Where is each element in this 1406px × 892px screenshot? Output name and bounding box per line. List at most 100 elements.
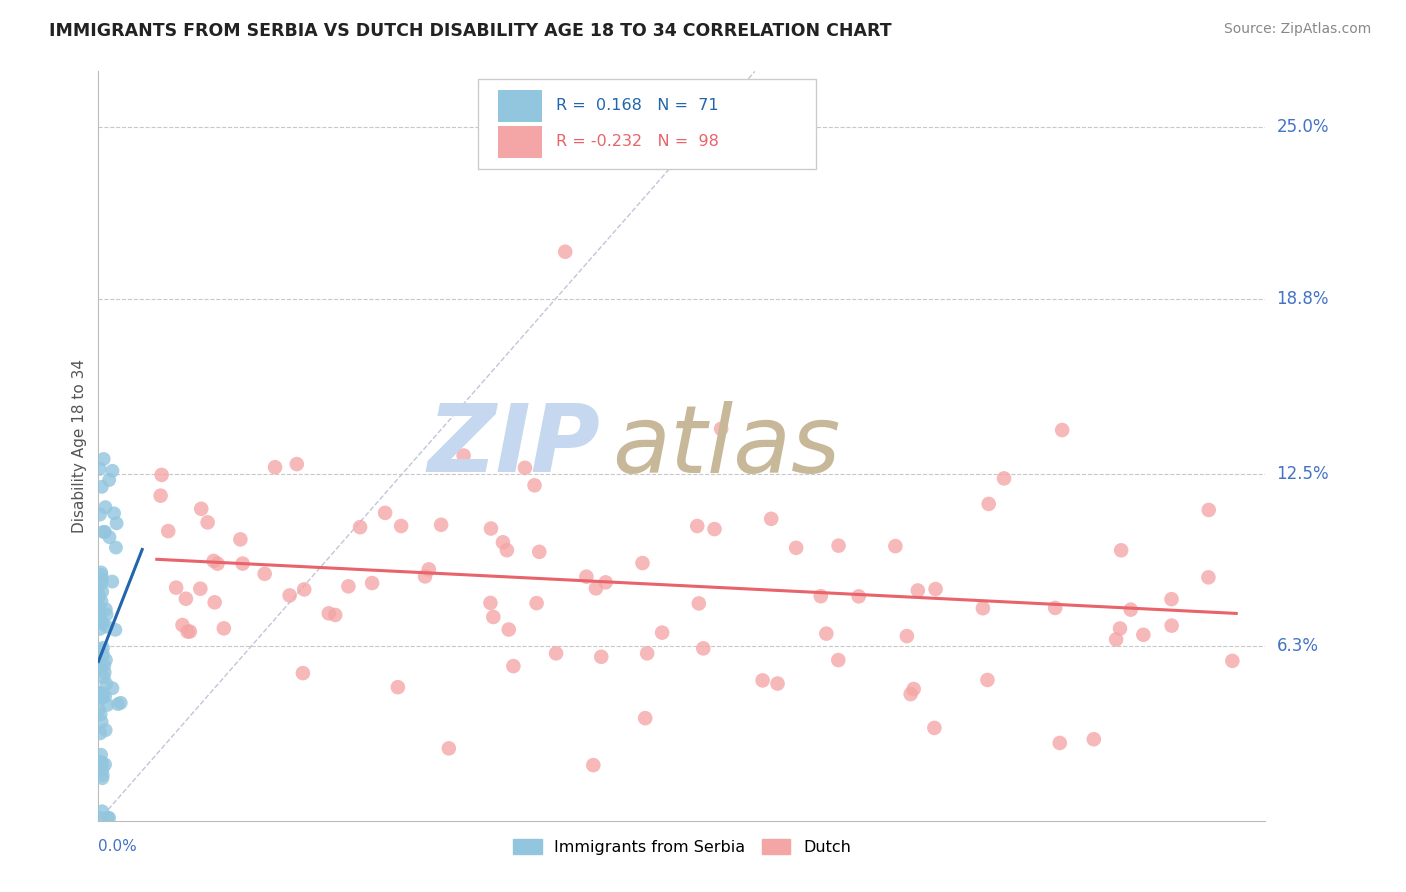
Point: [91, 616, 114, 631]
Point: [87, 702, 110, 716]
Point: [1220, 654, 1243, 668]
Point: [710, 422, 733, 436]
Point: [93, 524, 115, 539]
Point: [993, 471, 1015, 485]
Point: [977, 497, 1000, 511]
Point: [172, 618, 194, 632]
Point: [94, 524, 117, 539]
Point: [785, 541, 807, 555]
Point: [479, 522, 502, 536]
Point: [89, 462, 111, 476]
Text: 18.8%: 18.8%: [1277, 290, 1329, 308]
Point: [96, 677, 118, 691]
Point: [103, 506, 125, 520]
Point: [87, 758, 110, 772]
Point: [91, 756, 114, 770]
Point: [636, 646, 658, 660]
Point: [90, 566, 112, 580]
Point: [972, 601, 994, 615]
Point: [815, 626, 838, 640]
Point: [374, 506, 396, 520]
Point: [323, 607, 346, 622]
Point: [91, 584, 114, 599]
Point: [291, 666, 314, 681]
Point: [703, 522, 725, 536]
Point: [101, 574, 124, 589]
Point: [90, 660, 112, 674]
Point: [318, 607, 340, 621]
Point: [437, 741, 460, 756]
Point: [101, 464, 124, 478]
Text: R =  0.168   N =  71: R = 0.168 N = 71: [555, 98, 718, 113]
Text: atlas: atlas: [612, 401, 841, 491]
Point: [907, 583, 929, 598]
Text: 25.0%: 25.0%: [1277, 118, 1329, 136]
Point: [90, 747, 112, 762]
Point: [94, 602, 117, 616]
Point: [90, 615, 112, 629]
Text: IMMIGRANTS FROM SERBIA VS DUTCH DISABILITY AGE 18 TO 34 CORRELATION CHART: IMMIGRANTS FROM SERBIA VS DUTCH DISABILI…: [49, 22, 891, 40]
Point: [93, 658, 115, 673]
Point: [97, 811, 120, 825]
Point: [349, 520, 371, 534]
Point: [90, 686, 112, 700]
Point: [1083, 732, 1105, 747]
Point: [91, 573, 114, 587]
Point: [107, 697, 129, 711]
Point: [595, 575, 617, 590]
Point: [96, 698, 118, 712]
Point: [150, 467, 173, 482]
Point: [751, 673, 773, 688]
Point: [89, 607, 111, 622]
Point: [190, 501, 212, 516]
Point: [759, 512, 782, 526]
FancyBboxPatch shape: [478, 78, 815, 169]
Point: [1105, 632, 1128, 647]
Point: [94, 757, 117, 772]
Point: [285, 457, 308, 471]
Point: [827, 653, 849, 667]
Point: [1160, 618, 1182, 632]
Point: [1043, 601, 1066, 615]
Point: [634, 711, 657, 725]
Point: [90, 480, 112, 494]
Point: [526, 596, 548, 610]
Text: ZIP: ZIP: [427, 400, 600, 492]
Point: [692, 641, 714, 656]
Point: [827, 539, 849, 553]
Point: [98, 530, 121, 544]
Point: [89, 508, 111, 522]
Point: [1050, 423, 1073, 437]
Point: [253, 566, 276, 581]
Point: [264, 460, 287, 475]
Point: [513, 460, 536, 475]
Point: [1160, 592, 1182, 607]
Point: [502, 659, 524, 673]
Point: [387, 680, 409, 694]
Point: [104, 623, 127, 637]
Point: [165, 581, 187, 595]
Point: [278, 589, 301, 603]
Point: [554, 244, 576, 259]
Point: [1109, 543, 1132, 558]
Point: [688, 596, 710, 610]
Point: [575, 569, 598, 583]
Point: [529, 545, 551, 559]
Text: 6.3%: 6.3%: [1277, 637, 1319, 655]
Point: [105, 516, 128, 531]
Point: [1132, 628, 1154, 642]
Point: [337, 579, 360, 593]
Point: [104, 541, 127, 555]
Point: [90, 755, 112, 769]
Point: [903, 681, 925, 696]
Point: [212, 621, 235, 635]
Point: [98, 811, 121, 825]
Text: 12.5%: 12.5%: [1277, 465, 1329, 483]
Point: [89, 603, 111, 617]
Point: [96, 607, 118, 622]
Point: [641, 134, 664, 148]
Point: [89, 622, 111, 636]
Point: [1197, 570, 1219, 584]
Point: [91, 648, 114, 662]
Point: [546, 646, 568, 660]
